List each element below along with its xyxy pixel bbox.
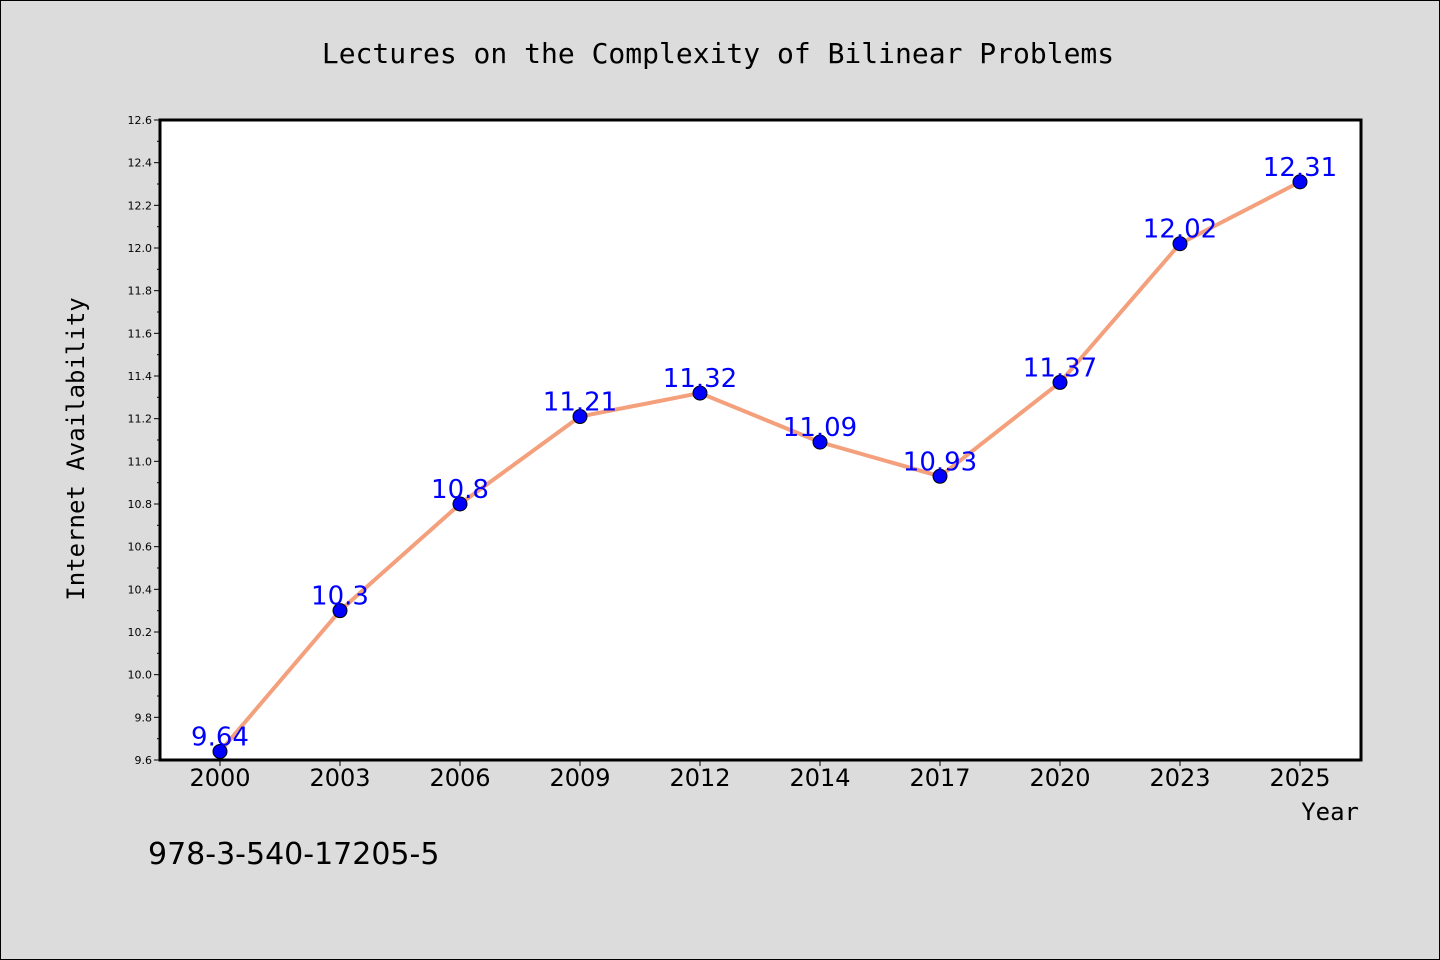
data-point — [812, 434, 828, 450]
y-tick-label: 9.8 — [135, 711, 153, 724]
series-layer — [212, 174, 1308, 759]
data-label: 11.37 — [1023, 353, 1097, 383]
y-tick-label: 10.0 — [128, 669, 153, 682]
y-tick-label: 12.0 — [128, 242, 153, 255]
data-point — [1292, 174, 1308, 190]
y-tick-label: 10.4 — [128, 583, 153, 596]
data-label: 10.93 — [903, 447, 977, 477]
x-tick-label: 2003 — [309, 764, 370, 792]
data-label: 10.3 — [311, 582, 369, 612]
x-axis: 2000 2003 2006 2009 2012 2014 2017 2020 2023 2025 — [189, 760, 1331, 792]
x-tick-label: 2012 — [669, 764, 730, 792]
y-tick-label: 12.6 — [128, 114, 153, 127]
data-point — [692, 385, 708, 401]
y-axis-label: Internet Availability — [62, 297, 90, 600]
data-label: 12.31 — [1263, 153, 1337, 183]
chart-title: Lectures on the Complexity of Bilinear P… — [322, 37, 1114, 70]
x-tick-label: 2009 — [549, 764, 610, 792]
x-tick-label: 2025 — [1269, 764, 1330, 792]
x-tick-label: 2023 — [1149, 764, 1210, 792]
data-point — [332, 603, 348, 619]
y-axis: 9.6 9.8 10.0 10.2 10.4 10.6 10.8 11.0 11.2 11.4 11… — [128, 114, 160, 767]
data-label-layer: 9.64 10.3 10.8 11.21 11.32 11.09 10.93 11.37 12.… — [191, 153, 1337, 753]
y-tick-label: 12.2 — [128, 199, 153, 212]
data-label: 9.64 — [191, 722, 249, 752]
x-tick-label: 2000 — [189, 764, 250, 792]
x-tick-label: 2006 — [429, 764, 490, 792]
x-axis-label: Year — [1301, 798, 1359, 826]
y-tick-label: 11.0 — [128, 455, 153, 468]
isbn-text: 978-3-540-17205-5 — [148, 837, 439, 872]
data-point — [452, 496, 468, 512]
y-tick-label: 10.2 — [128, 626, 153, 639]
data-point — [1172, 236, 1188, 252]
plot-area — [158, 118, 1363, 762]
data-point — [572, 409, 588, 425]
data-label: 12.02 — [1143, 215, 1217, 245]
y-tick-label: 10.6 — [128, 541, 153, 554]
data-label: 10.8 — [431, 475, 489, 505]
y-tick-label: 11.6 — [128, 327, 153, 340]
y-tick-label: 10.8 — [128, 498, 153, 511]
data-label: 11.09 — [783, 413, 857, 443]
y-tick-label: 11.4 — [128, 370, 153, 383]
y-tick-label: 11.8 — [128, 285, 153, 298]
y-tick-label: 11.2 — [128, 413, 153, 426]
x-tick-label: 2020 — [1029, 764, 1090, 792]
data-label: 11.21 — [543, 388, 617, 418]
series-line — [218, 180, 1301, 753]
x-tick-label: 2014 — [789, 764, 850, 792]
y-tick-label: 9.6 — [135, 754, 153, 767]
data-point — [932, 468, 948, 484]
data-label: 11.32 — [663, 364, 737, 394]
data-point — [1052, 374, 1068, 390]
data-point — [212, 743, 228, 759]
x-tick-label: 2017 — [909, 764, 970, 792]
y-tick-label: 12.4 — [128, 157, 153, 170]
